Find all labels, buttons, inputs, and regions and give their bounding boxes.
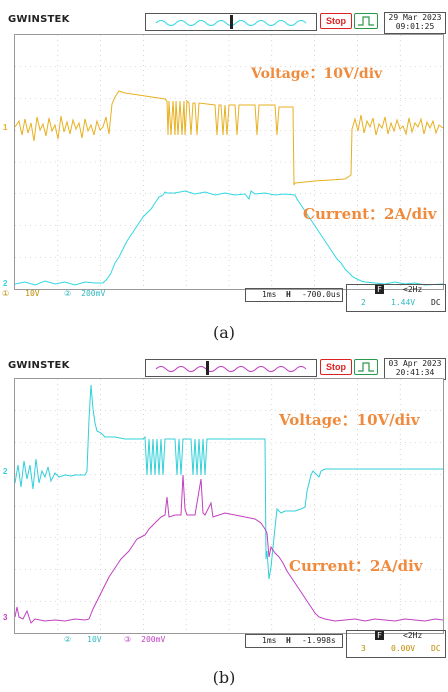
brand-logo: GWINSTEK xyxy=(8,360,70,371)
ch3-scale[interactable]: ③ 200mV xyxy=(124,635,166,644)
caption-b: (b) xyxy=(212,668,236,687)
scope-statusbar: ① 10V ② 200mV 1ms H -700.0us F <2Hz 2 1.44… xyxy=(0,284,448,312)
current-trace xyxy=(15,474,443,624)
h-position-icon: H xyxy=(286,636,291,645)
voltage-annotation: Voltage：10V/div xyxy=(279,411,420,429)
date: 03 Apr 2023 xyxy=(388,359,442,368)
memory-bar[interactable] xyxy=(145,359,317,377)
scope-statusbar: ② 10V ③ 200mV 1ms H -1.998s F <2Hz 3 0.00V… xyxy=(0,630,448,658)
trigger-box[interactable]: F <2Hz 3 0.00V DC xyxy=(346,630,446,658)
h-position: -700.0us xyxy=(302,290,341,299)
trigger-source: 3 xyxy=(361,644,366,653)
waveform-grid: Voltage：10V/div Current：2A/div 1 2 xyxy=(3,34,444,290)
current-trace xyxy=(15,190,443,286)
datetime: 03 Apr 2023 20:41:34 xyxy=(384,358,446,380)
trigger-level: 0.00V xyxy=(391,644,416,653)
voltage-trace xyxy=(15,384,443,580)
brand-logo: GWINSTEK xyxy=(8,14,70,25)
trigger-box[interactable]: F <2Hz 2 1.44V DC xyxy=(346,284,446,312)
trigger-mode: F xyxy=(375,285,384,294)
h-position: -1.998s xyxy=(302,636,336,645)
memory-bar[interactable] xyxy=(145,13,317,31)
date: 29 Mar 2023 xyxy=(388,13,442,22)
run-stop-button[interactable]: Stop xyxy=(320,359,352,375)
waveform-grid: Voltage：10V/div Current：2A/div 2 3 xyxy=(3,378,444,634)
trigger-coupling: DC xyxy=(431,298,441,307)
trigger-coupling: DC xyxy=(431,644,441,653)
timebase-box[interactable]: 1ms H -1.998s xyxy=(245,634,343,648)
ch2-ground-marker[interactable]: 2 xyxy=(3,467,8,476)
trigger-frequency: <2Hz xyxy=(403,631,423,640)
scope-panel-a: GWINSTEK Stop 29 Mar 2023 09:01:25 xyxy=(0,10,448,312)
scope-topbar: GWINSTEK Stop 03 Apr 2023 20:41:34 xyxy=(0,356,448,386)
voltage-annotation: Voltage：10V/div xyxy=(251,66,383,82)
h-position-icon: H xyxy=(286,290,291,299)
ch2-scale[interactable]: ② 10V xyxy=(64,635,102,644)
timebase-box[interactable]: 1ms H -700.0us xyxy=(245,288,343,302)
trigger-source: 2 xyxy=(361,298,366,307)
grid-lines xyxy=(15,379,443,633)
ch2-ground-marker[interactable]: 2 xyxy=(3,279,8,288)
trigger-edge-icon[interactable] xyxy=(354,13,378,29)
time: 20:41:34 xyxy=(395,368,435,377)
current-annotation: Current：2A/div xyxy=(303,205,437,223)
ch3-ground-marker[interactable]: 3 xyxy=(3,613,8,622)
time: 09:01:25 xyxy=(395,22,435,31)
scope-topbar: GWINSTEK Stop 29 Mar 2023 09:01:25 xyxy=(0,10,448,40)
current-annotation: Current：2A/div xyxy=(289,557,423,575)
trigger-mode: F xyxy=(375,631,384,640)
caption-a: (a) xyxy=(212,323,236,342)
trigger-level: 1.44V xyxy=(391,298,416,307)
grid-lines xyxy=(15,35,443,289)
run-stop-button[interactable]: Stop xyxy=(320,13,352,29)
ch1-scale[interactable]: ① 10V xyxy=(2,289,40,298)
datetime: 29 Mar 2023 09:01:25 xyxy=(384,12,446,34)
ch1-ground-marker[interactable]: 1 xyxy=(3,123,8,132)
trigger-frequency: <2Hz xyxy=(403,285,423,294)
timebase: 1ms xyxy=(262,636,277,645)
scope-panel-b: GWINSTEK Stop 03 Apr 2023 20:41:34 xyxy=(0,356,448,658)
ch2-scale[interactable]: ② 200mV xyxy=(64,289,106,298)
timebase: 1ms xyxy=(262,290,277,299)
trigger-edge-icon[interactable] xyxy=(354,359,378,375)
voltage-trace xyxy=(15,90,443,186)
